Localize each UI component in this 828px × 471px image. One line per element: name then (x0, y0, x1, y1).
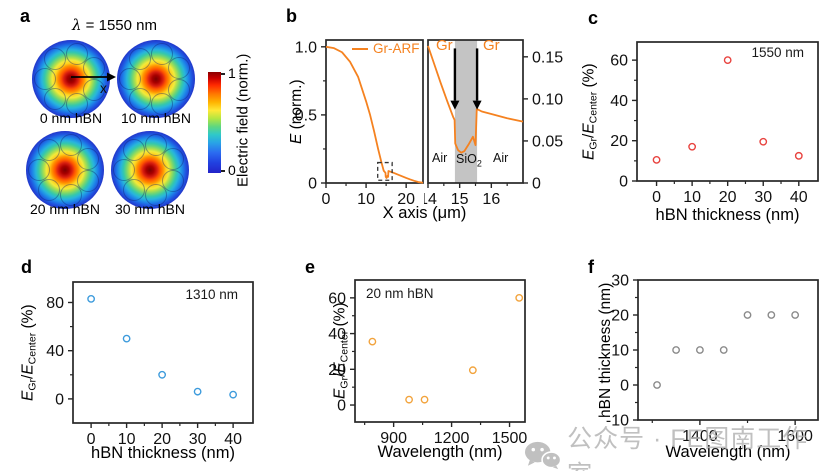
svg-text:1500: 1500 (492, 430, 528, 447)
svg-text:0: 0 (87, 431, 96, 448)
colorbar-min-label: 0 (228, 162, 236, 178)
svg-text:0: 0 (619, 174, 628, 191)
svg-text:0: 0 (652, 189, 661, 206)
svg-text:0: 0 (532, 176, 541, 193)
svg-text:40: 40 (224, 431, 242, 448)
chart-c: 0 10 20 30 40 0 20 40 60 (610, 41, 819, 206)
d-x-axis-label: hBN thickness (nm) (91, 444, 235, 462)
panel-label-e: e (305, 257, 316, 277)
c-y-axis-label: EGr/ECenter (%) (580, 63, 600, 160)
chart-b-right: 14 15 16 0 0.05 0.10 0.15 (424, 39, 563, 208)
f-x-axis-label: Wavelength (nm) (665, 443, 791, 461)
f-y-axis-label: hBN thickness (nm) (597, 282, 614, 418)
c-annotation: 1550 nm (751, 45, 804, 60)
mode-image-20nm (26, 131, 104, 209)
x-axis-arrow-icon (71, 72, 116, 82)
svg-text:-10: -10 (606, 413, 629, 430)
colorbar-tick-bottom (221, 170, 225, 172)
zone-sio2: SiO2 (456, 152, 482, 169)
svg-text:20: 20 (610, 133, 628, 150)
zone-air-right: Air (493, 151, 509, 165)
svg-text:40: 40 (46, 343, 64, 360)
svg-text:30: 30 (189, 431, 207, 448)
colorbar (208, 72, 221, 173)
mode-caption: 10 nm hBN (120, 110, 192, 126)
svg-text:0.10: 0.10 (532, 91, 563, 108)
svg-text:0.05: 0.05 (532, 133, 563, 150)
x-arrow-label: x (100, 80, 107, 96)
b-x-axis-label: X axis (μm) (382, 204, 467, 222)
svg-text:0: 0 (337, 398, 346, 415)
svg-text:20: 20 (397, 191, 415, 208)
chart-f: 1400 1600 -10 0 10 20 30 (606, 273, 819, 445)
panel-a-title: λ = 1550 nm (72, 16, 157, 34)
svg-text:14: 14 (424, 191, 437, 208)
gr-label-left: Gr (436, 37, 453, 54)
svg-text:0: 0 (308, 176, 317, 193)
svg-text:0: 0 (55, 391, 64, 408)
chart-e: 900 1200 1500 0 20 40 60 (328, 279, 528, 447)
svg-text:1.0: 1.0 (295, 39, 317, 56)
mode-caption: 30 nm hBN (114, 201, 186, 217)
svg-text:20: 20 (328, 362, 346, 379)
svg-text:20: 20 (719, 189, 737, 206)
b-legend: Gr-ARF (352, 41, 420, 56)
chart-b-left: 0 10 20 0 0.5 1.0 (295, 39, 424, 208)
panel-label-a: a (20, 6, 31, 26)
svg-text:40: 40 (328, 326, 346, 343)
svg-text:40: 40 (610, 93, 628, 110)
svg-text:1400: 1400 (682, 428, 718, 445)
e-y-axis-label: EGr/ECenter (%) (331, 302, 351, 400)
mode-image-10nm (117, 40, 195, 118)
svg-text:0: 0 (620, 378, 629, 395)
svg-text:0: 0 (322, 191, 331, 208)
svg-text:16: 16 (482, 191, 500, 208)
svg-text:40: 40 (790, 189, 808, 206)
lambda-symbol: λ (72, 16, 82, 34)
mode-caption: 20 nm hBN (29, 201, 101, 217)
svg-text:15: 15 (451, 191, 469, 208)
d-annotation: 1310 nm (185, 287, 238, 302)
svg-text:30: 30 (754, 189, 772, 206)
svg-text:0.15: 0.15 (532, 49, 563, 66)
svg-text:60: 60 (328, 290, 346, 307)
mode-caption: 0 nm hBN (39, 110, 103, 126)
legend-text: Gr-ARF (373, 41, 420, 56)
svg-text:900: 900 (380, 430, 407, 447)
legend-line-icon (352, 47, 368, 50)
e-x-axis-label: Wavelength (nm) (377, 443, 503, 461)
gr-label-right: Gr (483, 37, 500, 54)
e-annotation: 20 nm hBN (366, 286, 434, 301)
d-y-axis-label: EGr/ECenter (%) (19, 304, 39, 401)
panel-label-b: b (286, 6, 297, 26)
panel-label-f: f (588, 257, 594, 277)
svg-text:10: 10 (683, 189, 701, 206)
mode-image-0nm (32, 40, 110, 118)
svg-text:0.5: 0.5 (295, 107, 317, 124)
colorbar-tick-top (221, 73, 225, 75)
svg-text:10: 10 (357, 191, 375, 208)
svg-text:60: 60 (610, 53, 628, 70)
svg-text:80: 80 (46, 295, 64, 312)
c-x-axis-label: hBN thickness (nm) (655, 206, 800, 224)
colorbar-axis-label: Electric field (norm.) (234, 53, 252, 187)
b-y-axis-label: E (norm.) (288, 79, 305, 144)
svg-text:10: 10 (611, 343, 629, 360)
panel-label-c: c (588, 8, 599, 28)
chart-d: 0 10 20 30 40 0 40 80 (46, 281, 254, 448)
colorbar-max-label: 1 (228, 65, 236, 81)
svg-text:1200: 1200 (434, 430, 470, 447)
panel-label-d: d (21, 257, 32, 277)
svg-text:10: 10 (118, 431, 136, 448)
svg-text:1600: 1600 (777, 428, 813, 445)
zone-air-left: Air (432, 151, 448, 165)
svg-text:20: 20 (153, 431, 171, 448)
svg-text:30: 30 (611, 273, 629, 290)
mode-image-30nm (111, 131, 189, 209)
svg-text:20: 20 (611, 308, 629, 325)
